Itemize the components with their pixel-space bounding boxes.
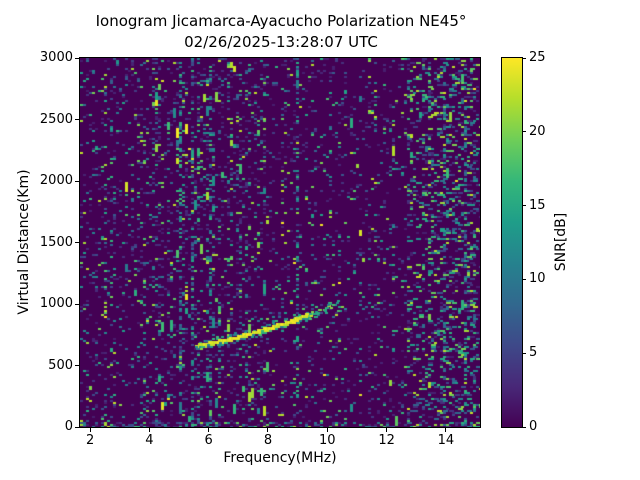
x-tick-mark xyxy=(89,428,91,432)
y-axis-label: Virtual Distance(Km) xyxy=(16,169,32,315)
y-tick-label: 500 xyxy=(48,357,73,373)
x-tick-mark xyxy=(208,428,210,432)
chart-title: Ionogram Jicamarca-Ayacucho Polarization… xyxy=(95,12,467,30)
x-tick-label: 6 xyxy=(204,433,213,448)
y-tick-mark xyxy=(75,242,79,243)
colorbar-tick-mark xyxy=(522,278,526,280)
colorbar-tick-mark xyxy=(522,57,526,59)
plot-area xyxy=(79,57,481,428)
colorbar-tick-label: 0 xyxy=(529,419,538,434)
x-tick-mark xyxy=(445,428,447,432)
y-tick-mark xyxy=(75,57,79,59)
colorbar-tick-label: 25 xyxy=(529,50,546,65)
y-tick-label: 2500 xyxy=(39,111,73,127)
x-tick-label: 4 xyxy=(145,433,154,448)
x-tick-label: 10 xyxy=(319,433,336,448)
y-tick-label: 0 xyxy=(64,419,73,434)
colorbar-tick-mark xyxy=(522,131,526,133)
colorbar-tick-mark xyxy=(522,205,526,207)
chart-title-block: Ionogram Jicamarca-Ayacucho Polarization… xyxy=(30,11,532,53)
y-tick-mark xyxy=(75,303,79,305)
y-tick-mark xyxy=(75,426,79,428)
y-tick-label: 1500 xyxy=(39,234,73,250)
colorbar-tick-label: 10 xyxy=(529,271,546,287)
y-tick-label: 1000 xyxy=(39,296,73,311)
x-tick-label: 14 xyxy=(437,433,455,448)
x-tick-label: 8 xyxy=(263,433,273,448)
colorbar-tick-label: 5 xyxy=(529,345,538,361)
y-tick-mark xyxy=(75,180,79,182)
heatmap-canvas xyxy=(80,58,480,427)
colorbar-tick-mark xyxy=(522,352,526,354)
x-tick-mark xyxy=(386,428,388,432)
colorbar-label: SNR[dB] xyxy=(553,212,569,272)
x-tick-mark xyxy=(326,428,328,432)
y-tick-label: 3000 xyxy=(39,50,73,65)
chart-subtitle: 02/26/2025-13:28:07 UTC xyxy=(184,33,378,51)
x-tick-mark xyxy=(148,428,150,432)
x-tick-label: 12 xyxy=(378,433,395,448)
y-tick-mark xyxy=(75,365,79,366)
x-axis-label: Frequency(MHz) xyxy=(223,450,337,466)
colorbar-gradient xyxy=(502,58,522,427)
colorbar xyxy=(501,57,523,428)
y-tick-label: 2000 xyxy=(39,173,73,188)
x-tick-mark xyxy=(267,428,269,432)
x-tick-label: 2 xyxy=(85,433,95,448)
colorbar-tick-label: 20 xyxy=(529,123,546,139)
y-tick-mark xyxy=(75,119,79,120)
colorbar-tick-label: 15 xyxy=(529,197,546,213)
colorbar-tick-mark xyxy=(522,426,526,428)
